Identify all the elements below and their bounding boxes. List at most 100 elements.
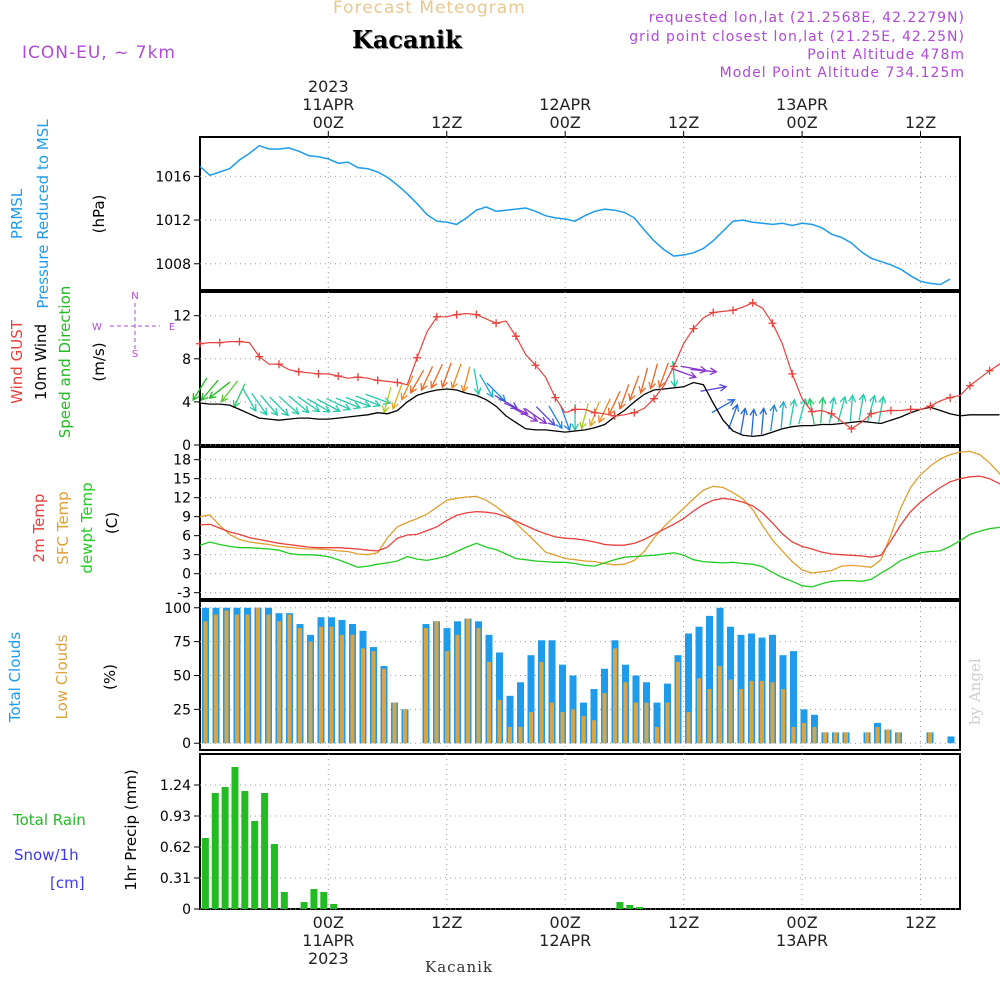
wind-direction-arrow xyxy=(430,363,443,390)
top-time-label: 11APR xyxy=(302,95,354,114)
low-cloud-bar xyxy=(403,709,407,744)
low-cloud-bar xyxy=(739,689,743,744)
wind-arrow-shaft xyxy=(192,377,208,401)
pressure-ytick-label: 1016 xyxy=(155,169,191,185)
low-cloud-bar xyxy=(823,732,827,744)
bottom-time-label: 12Z xyxy=(668,913,699,932)
rain-bar xyxy=(231,767,239,909)
wind-gust-marker xyxy=(926,402,935,411)
wind-gust-marker xyxy=(314,369,323,378)
wind-direction-arrow xyxy=(524,407,548,425)
wind-arrow-shaft xyxy=(410,369,425,394)
wind-direction-arrow xyxy=(548,405,563,430)
wind-gust-marker xyxy=(492,319,501,328)
temperature-ytick-label: 9 xyxy=(182,510,191,526)
low-cloud-bar xyxy=(928,732,932,744)
wind-label-3: Speed and Direction xyxy=(56,286,74,439)
rain-bar xyxy=(201,838,209,909)
wind-arrow-head xyxy=(806,397,815,406)
wind-gust-marker xyxy=(590,408,599,417)
wind-gust-marker xyxy=(235,337,244,346)
wind-arrow-head xyxy=(192,392,200,402)
low-cloud-bar xyxy=(833,732,838,744)
wind-arrow-head xyxy=(878,395,887,404)
wind-direction-arrow xyxy=(769,403,778,432)
wind-arrow-head xyxy=(670,380,679,389)
wind-gust-marker xyxy=(373,376,382,385)
temperature-ytick-label: 12 xyxy=(173,491,191,507)
low-cloud-bar xyxy=(896,732,901,744)
wind-direction-arrow xyxy=(618,384,630,411)
total-cloud-bar xyxy=(496,652,503,744)
low-cloud-bar xyxy=(497,699,502,744)
wind-arrow-shaft xyxy=(640,367,649,394)
wind-direction-arrow xyxy=(278,395,300,415)
wind-direction-arrow xyxy=(355,395,382,408)
precip-ytick-label: 0 xyxy=(182,902,191,918)
wind-arrow-shaft xyxy=(473,368,480,395)
wind-arrow-head xyxy=(571,423,579,432)
total-cloud-bar xyxy=(548,640,556,744)
wind-arrow-head xyxy=(363,400,372,409)
low-cloud-bar xyxy=(361,648,365,744)
wind-arrow-shaft xyxy=(837,396,846,423)
rain-bar xyxy=(261,793,269,909)
low-cloud-bar xyxy=(466,618,470,744)
wind-arrow-shaft xyxy=(503,402,528,415)
top-time-label: 00Z xyxy=(786,113,817,132)
wind-gust-marker xyxy=(472,310,481,319)
wind-direction-arrow xyxy=(269,396,290,417)
low-cloud-bar xyxy=(550,702,554,744)
wind-gust-line xyxy=(199,302,1000,430)
wind-gust-marker xyxy=(689,324,698,333)
wind-direction-arrow xyxy=(335,397,362,410)
wind-arrow-head xyxy=(588,418,597,428)
wind-arrow-shaft xyxy=(233,383,246,408)
wind-arrow-head xyxy=(779,400,787,409)
pressure-ytick-label: 1008 xyxy=(155,257,191,273)
precip-unit: 1hr Precip (mm) xyxy=(122,769,140,890)
wind-direction-arrow xyxy=(690,367,718,376)
low-cloud-bar xyxy=(434,621,439,744)
low-cloud-bar xyxy=(203,621,208,744)
wind-ytick-label: 0 xyxy=(182,438,191,454)
pressure-label-1: PRMSL xyxy=(8,188,26,239)
low-cloud-bar xyxy=(875,726,880,744)
wind-arrow-head xyxy=(450,381,458,390)
wind-arrow-shaft xyxy=(221,380,239,402)
wind-arrow-shaft xyxy=(345,396,371,407)
wind-arrow-head xyxy=(789,398,798,407)
low-cloud-bar xyxy=(266,614,271,744)
wind-gust-marker xyxy=(531,361,540,370)
wind-arrow-head xyxy=(563,423,572,432)
bottom-time-label: 13APR xyxy=(776,931,828,950)
wind-direction-arrow xyxy=(598,398,611,424)
wind-arrow-head xyxy=(869,394,877,403)
wind-arrow-shaft xyxy=(658,362,669,388)
low-cloud-bar xyxy=(476,628,481,744)
total-cloud-bar xyxy=(653,702,661,744)
low-cloud-bar xyxy=(539,661,544,744)
wind-direction-arrow xyxy=(208,381,231,399)
temperature-ytick-label: 18 xyxy=(173,453,191,469)
wind-arrow-head xyxy=(473,387,482,396)
wind-arrow-head xyxy=(829,396,837,405)
wind-arrow-shaft xyxy=(297,396,320,413)
low-cloud-bar xyxy=(350,634,355,744)
wind-label-1: Wind GUST xyxy=(8,319,26,404)
wind-arrow-head xyxy=(539,416,548,425)
wind-arrow-shaft xyxy=(690,368,717,373)
low-cloud-bar xyxy=(245,614,250,744)
total-cloud-bar xyxy=(506,695,514,744)
wind-direction-arrow xyxy=(867,394,877,422)
precip-ytick-label: 0.62 xyxy=(160,840,191,856)
clouds-label-total: Total Clouds xyxy=(6,632,24,724)
wind-gust-marker xyxy=(334,372,343,381)
rain-bar xyxy=(626,905,634,909)
low-cloud-bar xyxy=(277,621,281,744)
wind-gust-marker xyxy=(393,378,402,387)
low-cloud-bar xyxy=(382,668,386,744)
wind-gust-marker xyxy=(452,310,461,319)
low-cloud-bar xyxy=(340,634,344,744)
model-label: ICON-EU, ~ 7km xyxy=(22,43,176,63)
